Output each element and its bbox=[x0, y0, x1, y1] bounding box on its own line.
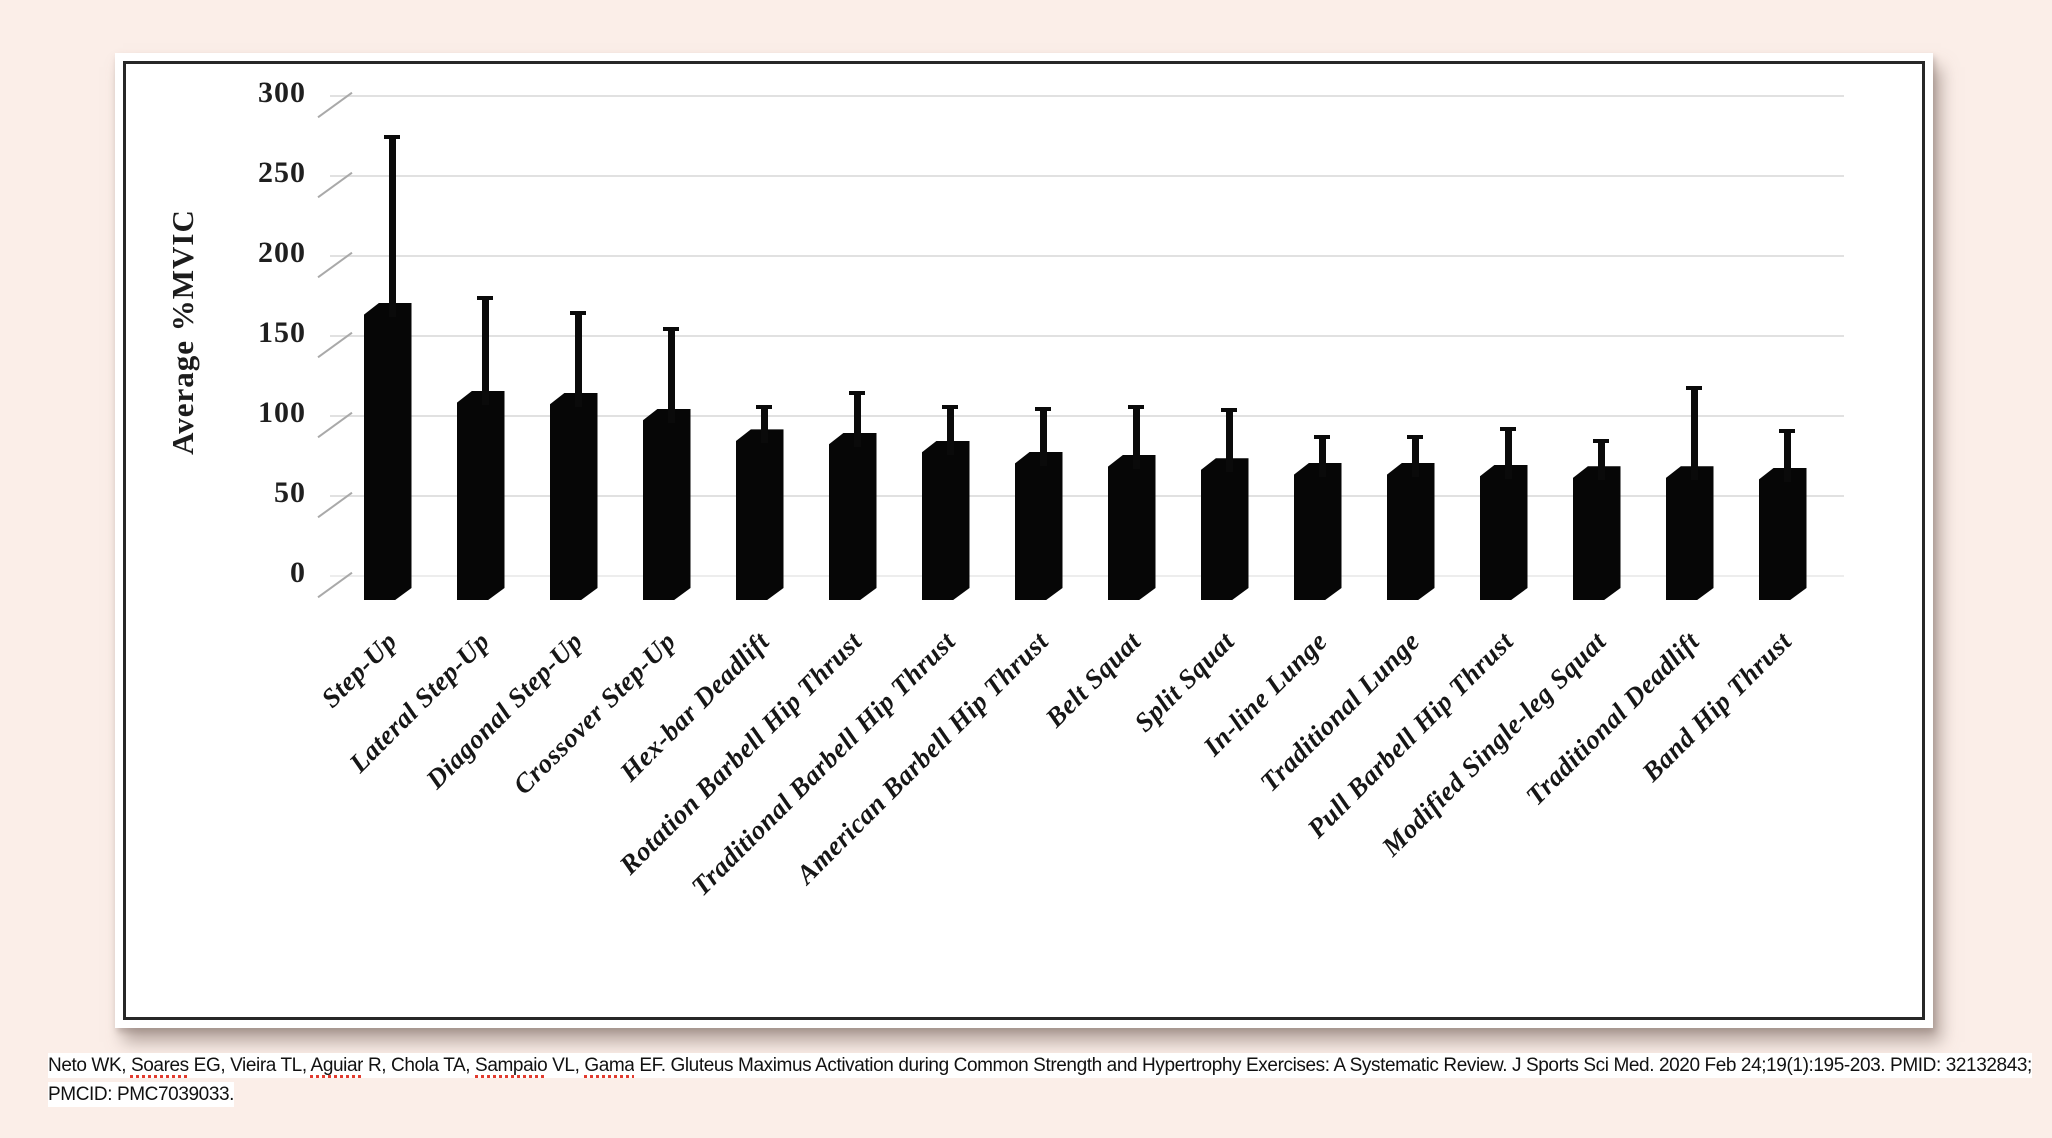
gridline-150 bbox=[330, 335, 1844, 337]
bar-14 bbox=[1666, 466, 1714, 600]
error-bar-cap-1 bbox=[477, 296, 493, 301]
error-bar-7 bbox=[1039, 408, 1047, 466]
error-bar-cap-10 bbox=[1314, 435, 1330, 440]
bar-2 bbox=[550, 393, 598, 600]
gridline-50 bbox=[330, 495, 1844, 497]
error-bar-9 bbox=[1225, 410, 1233, 473]
y-tick-label-100: 100 bbox=[258, 396, 306, 429]
y-tick-label-300: 300 bbox=[258, 76, 306, 109]
error-bar-cap-6 bbox=[942, 405, 958, 409]
citation-segment-0: Neto WK, bbox=[48, 1053, 131, 1078]
citation-segment-2: EG, Vieira TL, bbox=[188, 1053, 311, 1078]
error-bar-13 bbox=[1597, 440, 1605, 481]
gridline-300 bbox=[330, 95, 1844, 97]
bar-3 bbox=[643, 409, 691, 600]
error-bar-cap-5 bbox=[849, 390, 865, 395]
error-bar-2 bbox=[574, 312, 582, 407]
gridline-0 bbox=[330, 575, 1844, 577]
y-tick-label-200: 200 bbox=[258, 236, 306, 269]
category-label-3: Crossover Step-Up bbox=[507, 626, 682, 801]
error-bar-cap-14 bbox=[1686, 385, 1702, 390]
bar-chart-figure: Average %MVIC 0 50 100 150 200 250 300 Step-Up L… bbox=[123, 61, 1925, 1020]
error-bar-cap-12 bbox=[1500, 427, 1516, 432]
error-bar-5 bbox=[853, 392, 861, 447]
y-tick-label-250: 250 bbox=[258, 156, 306, 189]
y-tick-label-150: 150 bbox=[258, 316, 306, 349]
y-tick-label-50: 50 bbox=[274, 476, 306, 509]
category-label-2: Diagonal Step-Up bbox=[420, 626, 589, 795]
error-bar-cap-2 bbox=[570, 310, 586, 315]
bar-13 bbox=[1573, 466, 1621, 600]
figure-card: Average %MVIC 0 50 100 150 200 250 300 Step-Up L… bbox=[115, 53, 1933, 1028]
error-bar-cap-7 bbox=[1035, 406, 1051, 411]
citation-misspelled-word: Sampaio bbox=[475, 1053, 548, 1078]
error-bar-cap-15 bbox=[1779, 429, 1795, 433]
citation-misspelled-word: Aguiar bbox=[310, 1053, 364, 1078]
bar-4 bbox=[736, 429, 784, 600]
error-bar-1 bbox=[481, 298, 489, 405]
bar-15 bbox=[1759, 468, 1807, 600]
citation-text: Neto WK, Soares EG, Vieira TL, Aguiar R,… bbox=[48, 1051, 2033, 1109]
bar-8 bbox=[1108, 455, 1156, 600]
error-bar-15 bbox=[1783, 431, 1791, 482]
bar-9 bbox=[1201, 458, 1249, 600]
error-bar-4 bbox=[760, 407, 768, 444]
bar-11 bbox=[1387, 463, 1435, 600]
error-bar-cap-11 bbox=[1407, 435, 1423, 440]
error-bar-0 bbox=[388, 136, 396, 317]
citation-misspelled-word: Gama bbox=[584, 1053, 635, 1078]
error-bar-14 bbox=[1690, 387, 1698, 481]
y-tick-label-0: 0 bbox=[290, 556, 306, 589]
category-label-14: Traditional Deadlift bbox=[1519, 626, 1705, 812]
gridline-250 bbox=[330, 175, 1844, 177]
error-bar-8 bbox=[1132, 407, 1140, 469]
category-label-11: Traditional Lunge bbox=[1254, 626, 1426, 798]
category-label-0: Step-Up bbox=[315, 626, 403, 714]
citation-segment-4: R, Chola TA, bbox=[363, 1053, 476, 1078]
bar-10 bbox=[1294, 463, 1342, 600]
citation-misspelled-word: Soares bbox=[130, 1053, 189, 1078]
bar-0 bbox=[364, 303, 412, 600]
error-bar-cap-0 bbox=[384, 134, 400, 139]
error-bar-10 bbox=[1318, 437, 1326, 477]
bar-1 bbox=[457, 391, 505, 600]
bar-12 bbox=[1480, 465, 1528, 600]
bar-6 bbox=[922, 441, 970, 600]
bar-5 bbox=[829, 433, 877, 600]
error-bar-cap-9 bbox=[1221, 408, 1237, 413]
error-bar-cap-3 bbox=[663, 326, 679, 331]
gridline-200 bbox=[330, 255, 1844, 257]
error-bar-cap-8 bbox=[1128, 405, 1144, 409]
citation-segment-6: VL, bbox=[547, 1053, 585, 1078]
error-bar-3 bbox=[667, 328, 675, 423]
error-bar-11 bbox=[1411, 437, 1419, 477]
bar-7 bbox=[1015, 452, 1063, 600]
error-bar-6 bbox=[946, 407, 954, 455]
gridline-100 bbox=[330, 415, 1844, 417]
error-bar-cap-4 bbox=[756, 405, 772, 409]
error-bar-12 bbox=[1504, 429, 1512, 479]
error-bar-cap-13 bbox=[1593, 438, 1609, 443]
